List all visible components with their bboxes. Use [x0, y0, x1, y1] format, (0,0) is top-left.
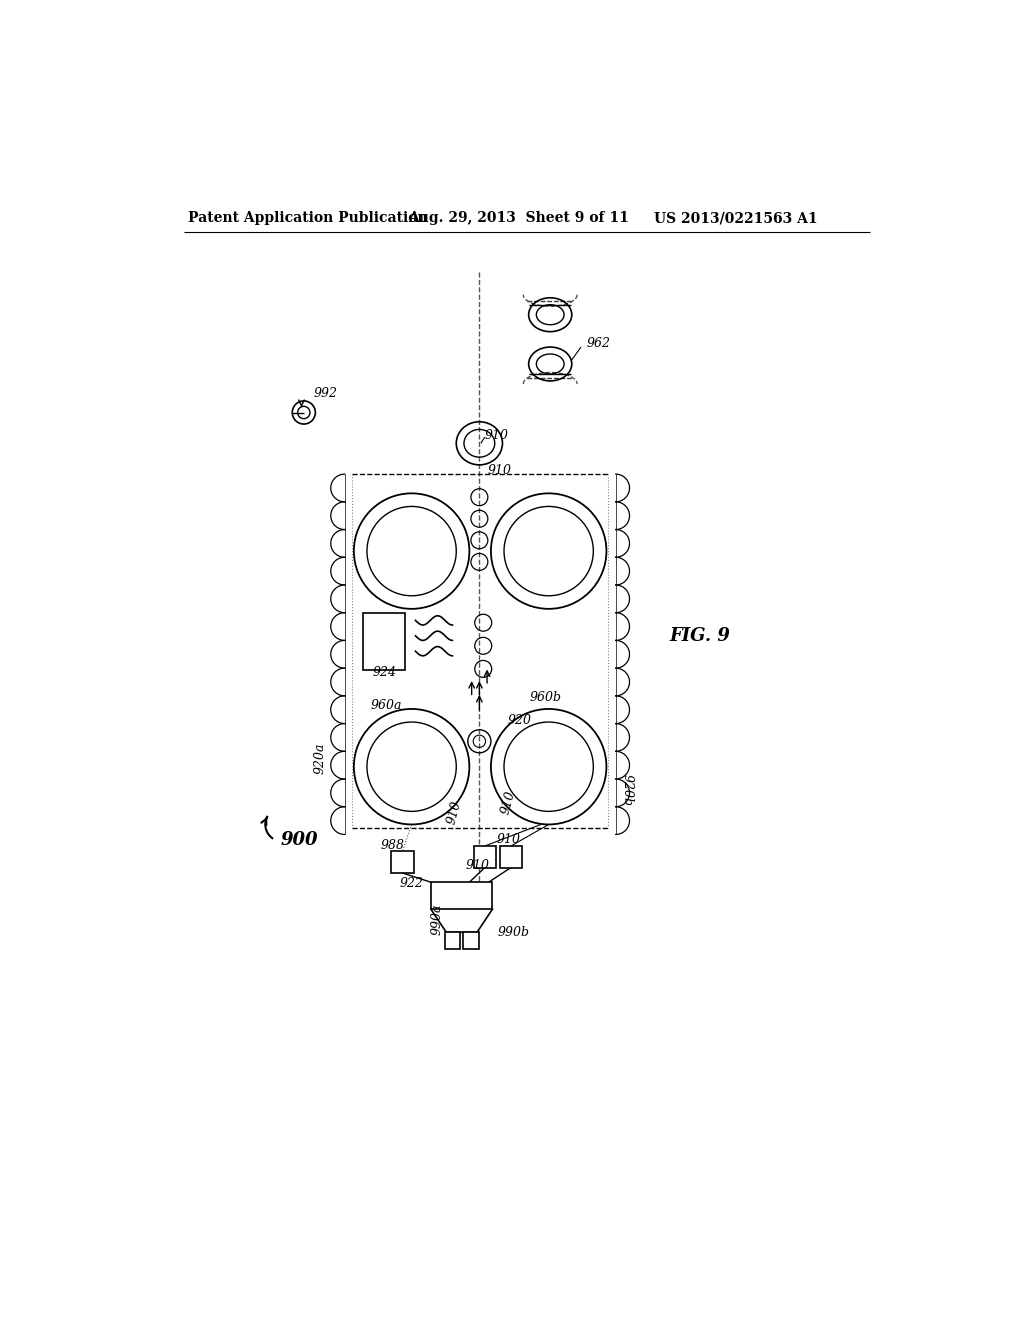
Text: 922: 922: [400, 878, 424, 890]
Bar: [474, 846, 496, 867]
Bar: [463, 932, 478, 949]
Text: US 2013/0221563 A1: US 2013/0221563 A1: [654, 211, 818, 226]
Text: 900: 900: [281, 830, 318, 849]
Text: 910: 910: [487, 463, 512, 477]
Text: 910: 910: [444, 800, 464, 826]
Text: 910: 910: [466, 859, 489, 871]
Text: 924: 924: [373, 667, 396, 680]
Bar: [364, 612, 406, 671]
Text: 910: 910: [500, 789, 518, 816]
Text: 960a: 960a: [371, 698, 402, 711]
Text: 920: 920: [508, 714, 531, 727]
Text: 962: 962: [587, 337, 610, 350]
Text: Patent Application Publication: Patent Application Publication: [188, 211, 428, 226]
Text: 910: 910: [497, 833, 520, 846]
Text: 920b: 920b: [621, 775, 634, 807]
Bar: [444, 932, 460, 949]
Bar: [391, 851, 414, 873]
Text: 910: 910: [484, 429, 509, 442]
Text: Aug. 29, 2013  Sheet 9 of 11: Aug. 29, 2013 Sheet 9 of 11: [408, 211, 629, 226]
Bar: [431, 882, 493, 909]
Text: FIG. 9: FIG. 9: [670, 627, 730, 644]
Text: 988: 988: [381, 838, 404, 851]
Text: 960b: 960b: [529, 690, 561, 704]
Text: 990a: 990a: [430, 903, 443, 935]
Bar: [500, 846, 521, 867]
Text: 992: 992: [313, 387, 338, 400]
Text: 990b: 990b: [498, 925, 529, 939]
Text: 920a: 920a: [313, 743, 327, 775]
